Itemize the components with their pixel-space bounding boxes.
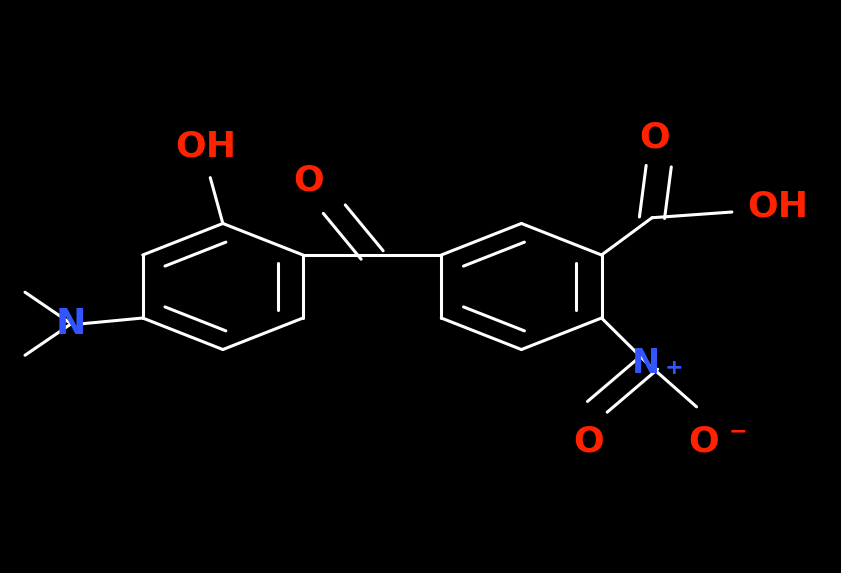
Text: OH: OH: [747, 189, 808, 223]
Text: N: N: [56, 307, 87, 341]
Text: O: O: [688, 424, 719, 458]
Text: O: O: [639, 121, 670, 155]
Text: OH: OH: [176, 129, 236, 163]
Text: −: −: [728, 421, 747, 441]
Text: O: O: [294, 164, 325, 198]
Text: O: O: [574, 424, 605, 458]
Text: N: N: [632, 347, 660, 380]
Text: +: +: [664, 358, 683, 378]
